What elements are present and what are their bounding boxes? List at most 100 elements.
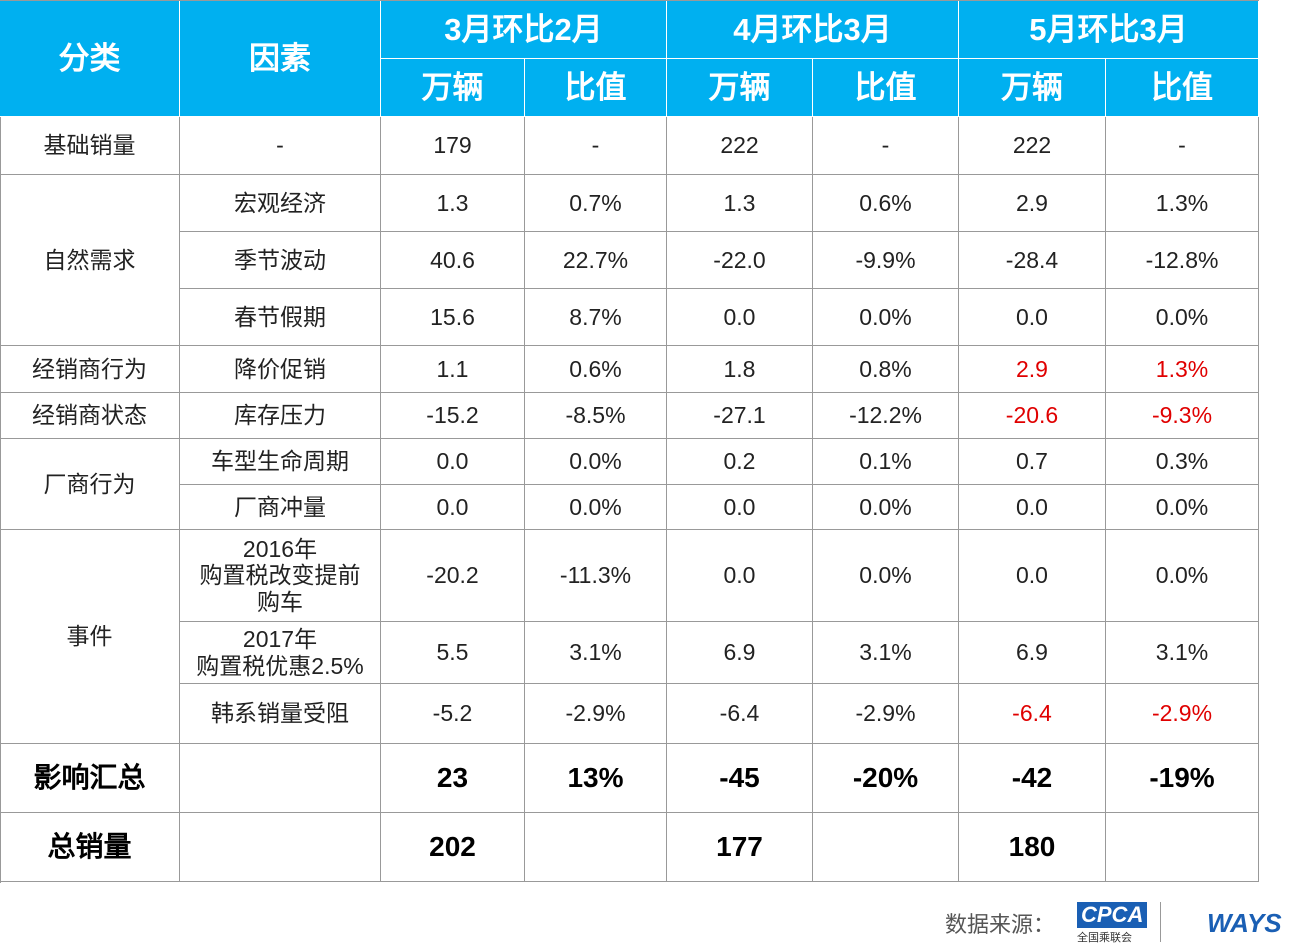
ways-logo: WAYS bbox=[1207, 908, 1282, 938]
value-cell: 6.9 bbox=[667, 622, 813, 684]
header-factor: 因素 bbox=[180, 1, 381, 117]
value-cell: -45 bbox=[667, 744, 813, 813]
value-cell: 1.3 bbox=[381, 175, 525, 232]
factor-cell: 2017年 购置税优惠2.5% bbox=[180, 622, 381, 684]
value-cell: 202 bbox=[381, 813, 525, 882]
value-cell: 0.0% bbox=[525, 485, 667, 530]
value-cell: -28.4 bbox=[959, 232, 1106, 289]
value-cell: 2.9 bbox=[959, 175, 1106, 232]
factor-cell: 韩系销量受阻 bbox=[180, 684, 381, 744]
value-cell: 13% bbox=[525, 744, 667, 813]
factor-cell: 春节假期 bbox=[180, 289, 381, 346]
value-cell: -27.1 bbox=[667, 393, 813, 439]
value-cell: - bbox=[813, 117, 959, 175]
category-cell: 自然需求 bbox=[0, 175, 180, 346]
value-cell: 0.3% bbox=[1106, 439, 1259, 485]
factor-cell: 季节波动 bbox=[180, 232, 381, 289]
value-cell: -6.4 bbox=[667, 684, 813, 744]
value-cell: -2.9% bbox=[813, 684, 959, 744]
header-sub: 比值 bbox=[525, 59, 667, 117]
value-cell: 0.0 bbox=[667, 289, 813, 346]
value-cell: 15.6 bbox=[381, 289, 525, 346]
value-cell: 177 bbox=[667, 813, 813, 882]
value-cell: -11.3% bbox=[525, 530, 667, 622]
value-cell: 0.8% bbox=[813, 346, 959, 393]
value-cell: -9.9% bbox=[813, 232, 959, 289]
factor-cell: 降价促销 bbox=[180, 346, 381, 393]
category-cell: 总销量 bbox=[0, 813, 180, 882]
value-cell: 5.5 bbox=[381, 622, 525, 684]
category-cell: 经销商状态 bbox=[0, 393, 180, 439]
value-cell: -2.9% bbox=[1106, 684, 1259, 744]
value-cell: 1.8 bbox=[667, 346, 813, 393]
value-cell: 179 bbox=[381, 117, 525, 175]
divider bbox=[1160, 902, 1161, 942]
cpca-sub: 全国乘联会 bbox=[1077, 932, 1132, 944]
factor-cell: 宏观经济 bbox=[180, 175, 381, 232]
value-cell: 40.6 bbox=[381, 232, 525, 289]
source-label: 数据来源： bbox=[945, 912, 1056, 937]
value-cell: 8.7% bbox=[525, 289, 667, 346]
value-cell bbox=[813, 813, 959, 882]
header-group: 5月环比3月 bbox=[959, 1, 1259, 59]
value-cell: 0.0% bbox=[813, 289, 959, 346]
header-sub: 万辆 bbox=[959, 59, 1106, 117]
value-cell: 0.2 bbox=[667, 439, 813, 485]
value-cell: -20% bbox=[813, 744, 959, 813]
header-sub: 比值 bbox=[1106, 59, 1259, 117]
factor-cell: - bbox=[180, 117, 381, 175]
factor-cell: 库存压力 bbox=[180, 393, 381, 439]
value-cell: - bbox=[525, 117, 667, 175]
header-sub: 万辆 bbox=[381, 59, 525, 117]
value-cell: -12.8% bbox=[1106, 232, 1259, 289]
value-cell: -15.2 bbox=[381, 393, 525, 439]
value-cell: 0.0 bbox=[959, 530, 1106, 622]
value-cell: 0.0 bbox=[667, 485, 813, 530]
category-cell: 经销商行为 bbox=[0, 346, 180, 393]
category-cell: 基础销量 bbox=[0, 117, 180, 175]
value-cell: 0.7 bbox=[959, 439, 1106, 485]
footer: 数据来源： CPCA 全国乘联会 WAYS bbox=[945, 902, 1295, 947]
value-cell: 1.3% bbox=[1106, 175, 1259, 232]
value-cell: 1.3% bbox=[1106, 346, 1259, 393]
value-cell: 3.1% bbox=[1106, 622, 1259, 684]
value-cell bbox=[525, 813, 667, 882]
value-cell: 0.0 bbox=[959, 485, 1106, 530]
value-cell: 0.0% bbox=[1106, 530, 1259, 622]
value-cell: 1.3 bbox=[667, 175, 813, 232]
value-cell: 3.1% bbox=[813, 622, 959, 684]
value-cell: 222 bbox=[667, 117, 813, 175]
value-cell: 0.0% bbox=[813, 530, 959, 622]
value-cell: -20.2 bbox=[381, 530, 525, 622]
value-cell: 222 bbox=[959, 117, 1106, 175]
value-cell: 0.7% bbox=[525, 175, 667, 232]
value-cell: 0.0 bbox=[667, 530, 813, 622]
value-cell: 0.0% bbox=[813, 485, 959, 530]
value-cell: 0.0% bbox=[1106, 485, 1259, 530]
value-cell: - bbox=[1106, 117, 1259, 175]
category-cell: 厂商行为 bbox=[0, 439, 180, 530]
cpca-logo: CPCA bbox=[1077, 902, 1148, 928]
factor-cell bbox=[180, 813, 381, 882]
value-cell: 0.1% bbox=[813, 439, 959, 485]
value-cell: -20.6 bbox=[959, 393, 1106, 439]
value-cell: -5.2 bbox=[381, 684, 525, 744]
factor-cell bbox=[180, 744, 381, 813]
value-cell: 180 bbox=[959, 813, 1106, 882]
value-cell: 0.0% bbox=[1106, 289, 1259, 346]
value-cell bbox=[1106, 813, 1259, 882]
value-cell: 23 bbox=[381, 744, 525, 813]
value-cell: 22.7% bbox=[525, 232, 667, 289]
value-cell: 0.0 bbox=[381, 485, 525, 530]
category-cell: 影响汇总 bbox=[0, 744, 180, 813]
value-cell: -8.5% bbox=[525, 393, 667, 439]
value-cell: 0.0% bbox=[525, 439, 667, 485]
value-cell: 1.1 bbox=[381, 346, 525, 393]
value-cell: 0.6% bbox=[813, 175, 959, 232]
header-group: 3月环比2月 bbox=[381, 1, 667, 59]
value-cell: -12.2% bbox=[813, 393, 959, 439]
value-cell: -42 bbox=[959, 744, 1106, 813]
value-cell: -9.3% bbox=[1106, 393, 1259, 439]
value-cell: -6.4 bbox=[959, 684, 1106, 744]
header-group: 4月环比3月 bbox=[667, 1, 959, 59]
